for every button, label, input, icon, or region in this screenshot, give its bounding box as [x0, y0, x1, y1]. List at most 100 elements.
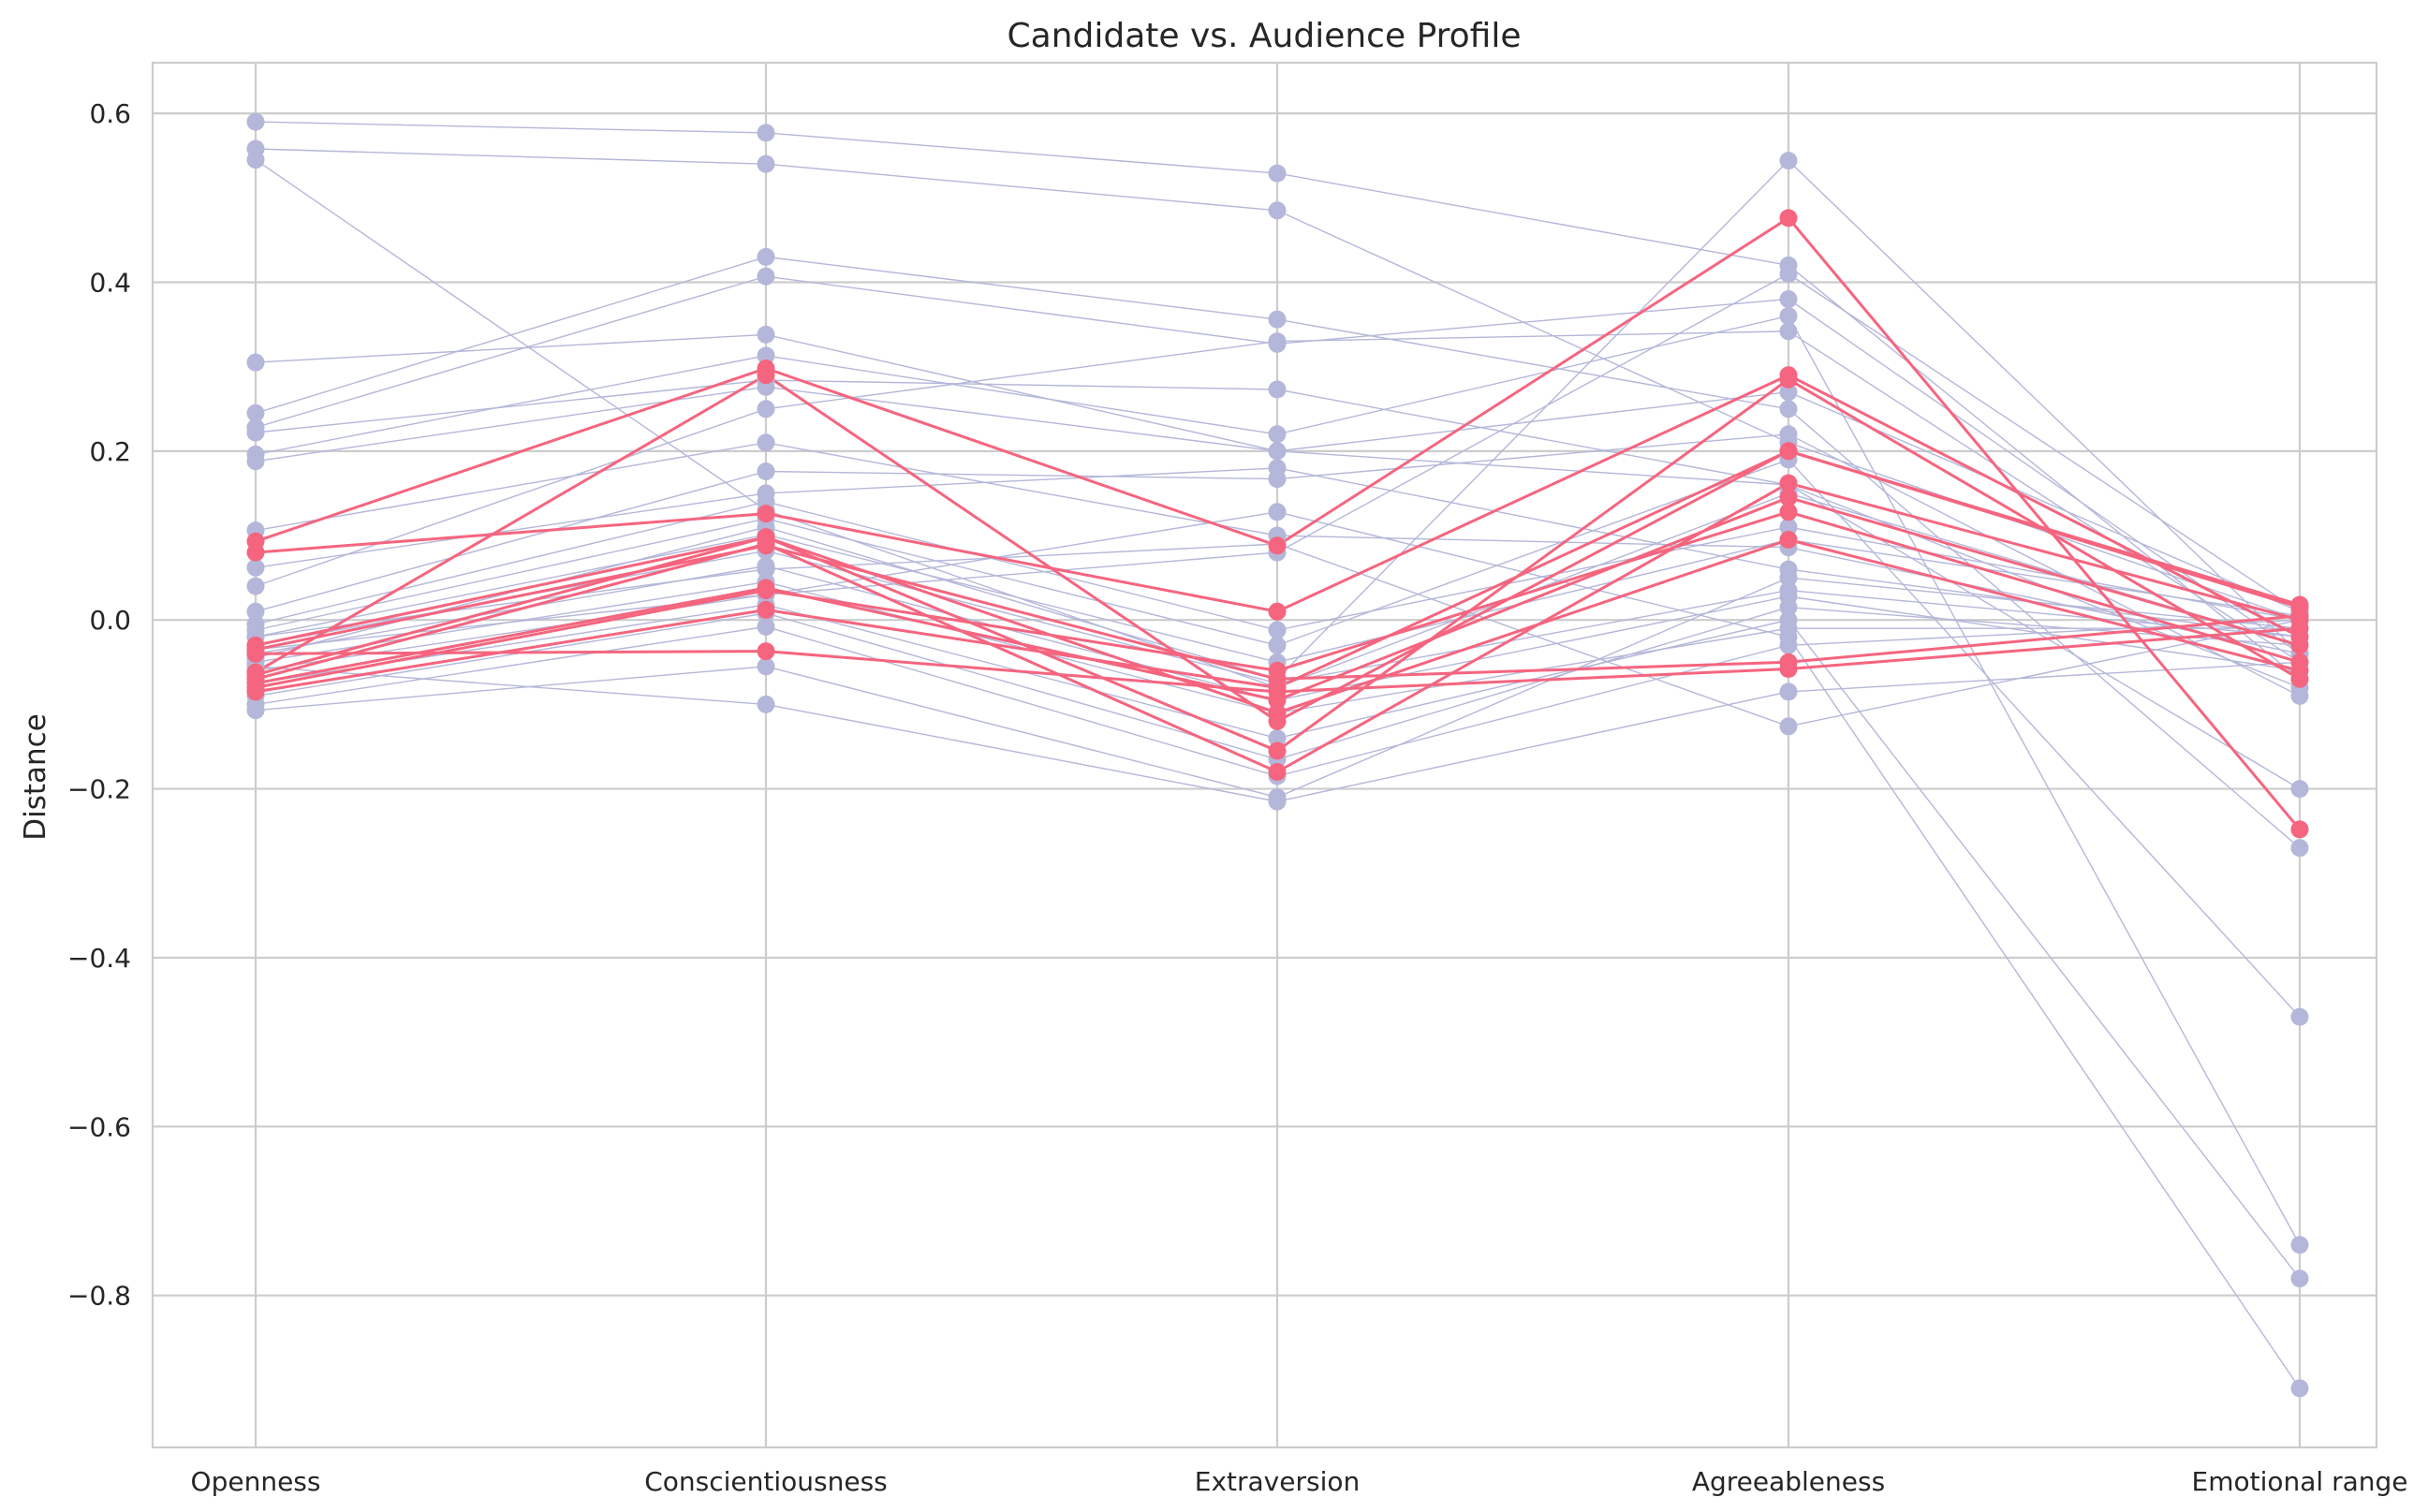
y-tick-label: 0.4 — [89, 267, 131, 298]
audience-point — [1779, 322, 1798, 341]
audience-point — [246, 353, 265, 372]
audience-point — [1268, 470, 1287, 489]
audience-point — [2290, 1270, 2309, 1288]
audience-point — [246, 112, 265, 131]
x-tick-label: Conscientiousness — [644, 1466, 888, 1497]
candidate-point — [757, 600, 775, 619]
y-tick-label: −0.8 — [67, 1281, 131, 1312]
candidate-point — [1268, 536, 1287, 555]
y-tick-label: 0.0 — [89, 605, 131, 636]
audience-point — [1268, 425, 1287, 444]
audience-point — [757, 247, 775, 266]
audience-point — [246, 577, 265, 595]
audience-point — [246, 404, 265, 422]
audience-point — [1268, 380, 1287, 399]
candidate-point — [757, 528, 775, 547]
candidate-point — [1268, 669, 1287, 688]
y-tick-label: 0.2 — [89, 436, 131, 467]
y-tick-label: −0.4 — [67, 943, 131, 974]
audience-point — [246, 602, 265, 621]
audience-point — [757, 433, 775, 452]
candidate-point — [2290, 636, 2309, 654]
y-tick-labels: 0.6 0.4 0.2 0.0 −0.2 −0.4 −0.6 −0.8 — [67, 98, 131, 1312]
candidate-point — [1268, 741, 1287, 760]
candidate-point — [757, 642, 775, 661]
audience-point — [1268, 621, 1287, 639]
y-tick-label: −0.6 — [67, 1111, 131, 1142]
candidate-point — [2290, 820, 2309, 839]
audience-point — [1779, 265, 1798, 283]
x-tick-label: Emotional range — [2192, 1466, 2408, 1497]
audience-point — [2290, 839, 2309, 858]
candidate-point — [246, 683, 265, 701]
candidate-point — [1268, 763, 1287, 781]
chart-title: Candidate vs. Audience Profile — [1007, 17, 1521, 55]
candidate-point — [1779, 474, 1798, 492]
candidate-point — [1779, 488, 1798, 506]
audience-point — [2290, 686, 2309, 705]
audience-point — [246, 452, 265, 471]
candidate-point — [246, 543, 265, 562]
y-tick-label: 0.6 — [89, 98, 131, 129]
audience-point — [1779, 152, 1798, 170]
audience-point — [1779, 598, 1798, 617]
audience-point — [757, 400, 775, 418]
audience-point — [1779, 717, 1798, 736]
candidate-point — [757, 581, 775, 600]
audience-point — [246, 151, 265, 169]
candidate-point — [1779, 209, 1798, 228]
x-tick-label: Extraversion — [1195, 1466, 1360, 1497]
candidate-point — [1268, 602, 1287, 621]
audience-point — [1779, 610, 1798, 629]
audience-point — [757, 695, 775, 713]
audience-point — [1268, 636, 1287, 654]
audience-point — [757, 267, 775, 286]
audience-point — [1268, 729, 1287, 747]
audience-point — [2290, 1007, 2309, 1026]
audience-point — [757, 154, 775, 173]
audience-point — [757, 346, 775, 365]
audience-point — [2290, 1236, 2309, 1255]
audience-point — [1779, 400, 1798, 418]
audience-point — [1779, 383, 1798, 402]
audience-point — [757, 462, 775, 480]
candidate-point — [1268, 703, 1287, 722]
candidate-point — [1779, 531, 1798, 549]
audience-point — [1268, 164, 1287, 183]
candidate-point — [246, 636, 265, 654]
candidate-point — [2290, 619, 2309, 638]
audience-point — [1779, 636, 1798, 654]
audience-point — [2290, 780, 2309, 799]
audience-point — [1779, 307, 1798, 325]
audience-point — [757, 325, 775, 344]
audience-point — [2290, 1379, 2309, 1398]
audience-point — [1779, 568, 1798, 587]
audience-point — [1779, 518, 1798, 536]
audience-point — [246, 423, 265, 442]
series-markers — [246, 112, 2309, 1398]
x-tick-label: Agreeableness — [1692, 1466, 1885, 1497]
audience-point — [246, 701, 265, 720]
audience-point — [1268, 332, 1287, 351]
plot-frame — [151, 61, 2378, 1449]
audience-point — [757, 560, 775, 579]
candidate-point — [1779, 653, 1798, 671]
x-tick-labels: Openness Conscientiousness Extraversion Agr… — [191, 1466, 2408, 1497]
candidate-point — [2290, 661, 2309, 680]
candidate-point — [2290, 607, 2309, 625]
audience-point — [1268, 201, 1287, 220]
audience-point — [757, 124, 775, 142]
audience-point — [1779, 683, 1798, 701]
audience-point — [246, 558, 265, 577]
candidate-point — [1779, 370, 1798, 389]
audience-point — [757, 617, 775, 636]
audience-point — [1268, 310, 1287, 329]
x-tick-label: Openness — [191, 1466, 321, 1497]
candidate-point — [757, 366, 775, 385]
candidate-point — [1779, 442, 1798, 461]
audience-point — [1779, 290, 1798, 308]
audience-point — [1779, 425, 1798, 444]
candidate-point — [1268, 683, 1287, 701]
audience-point — [1268, 442, 1287, 461]
